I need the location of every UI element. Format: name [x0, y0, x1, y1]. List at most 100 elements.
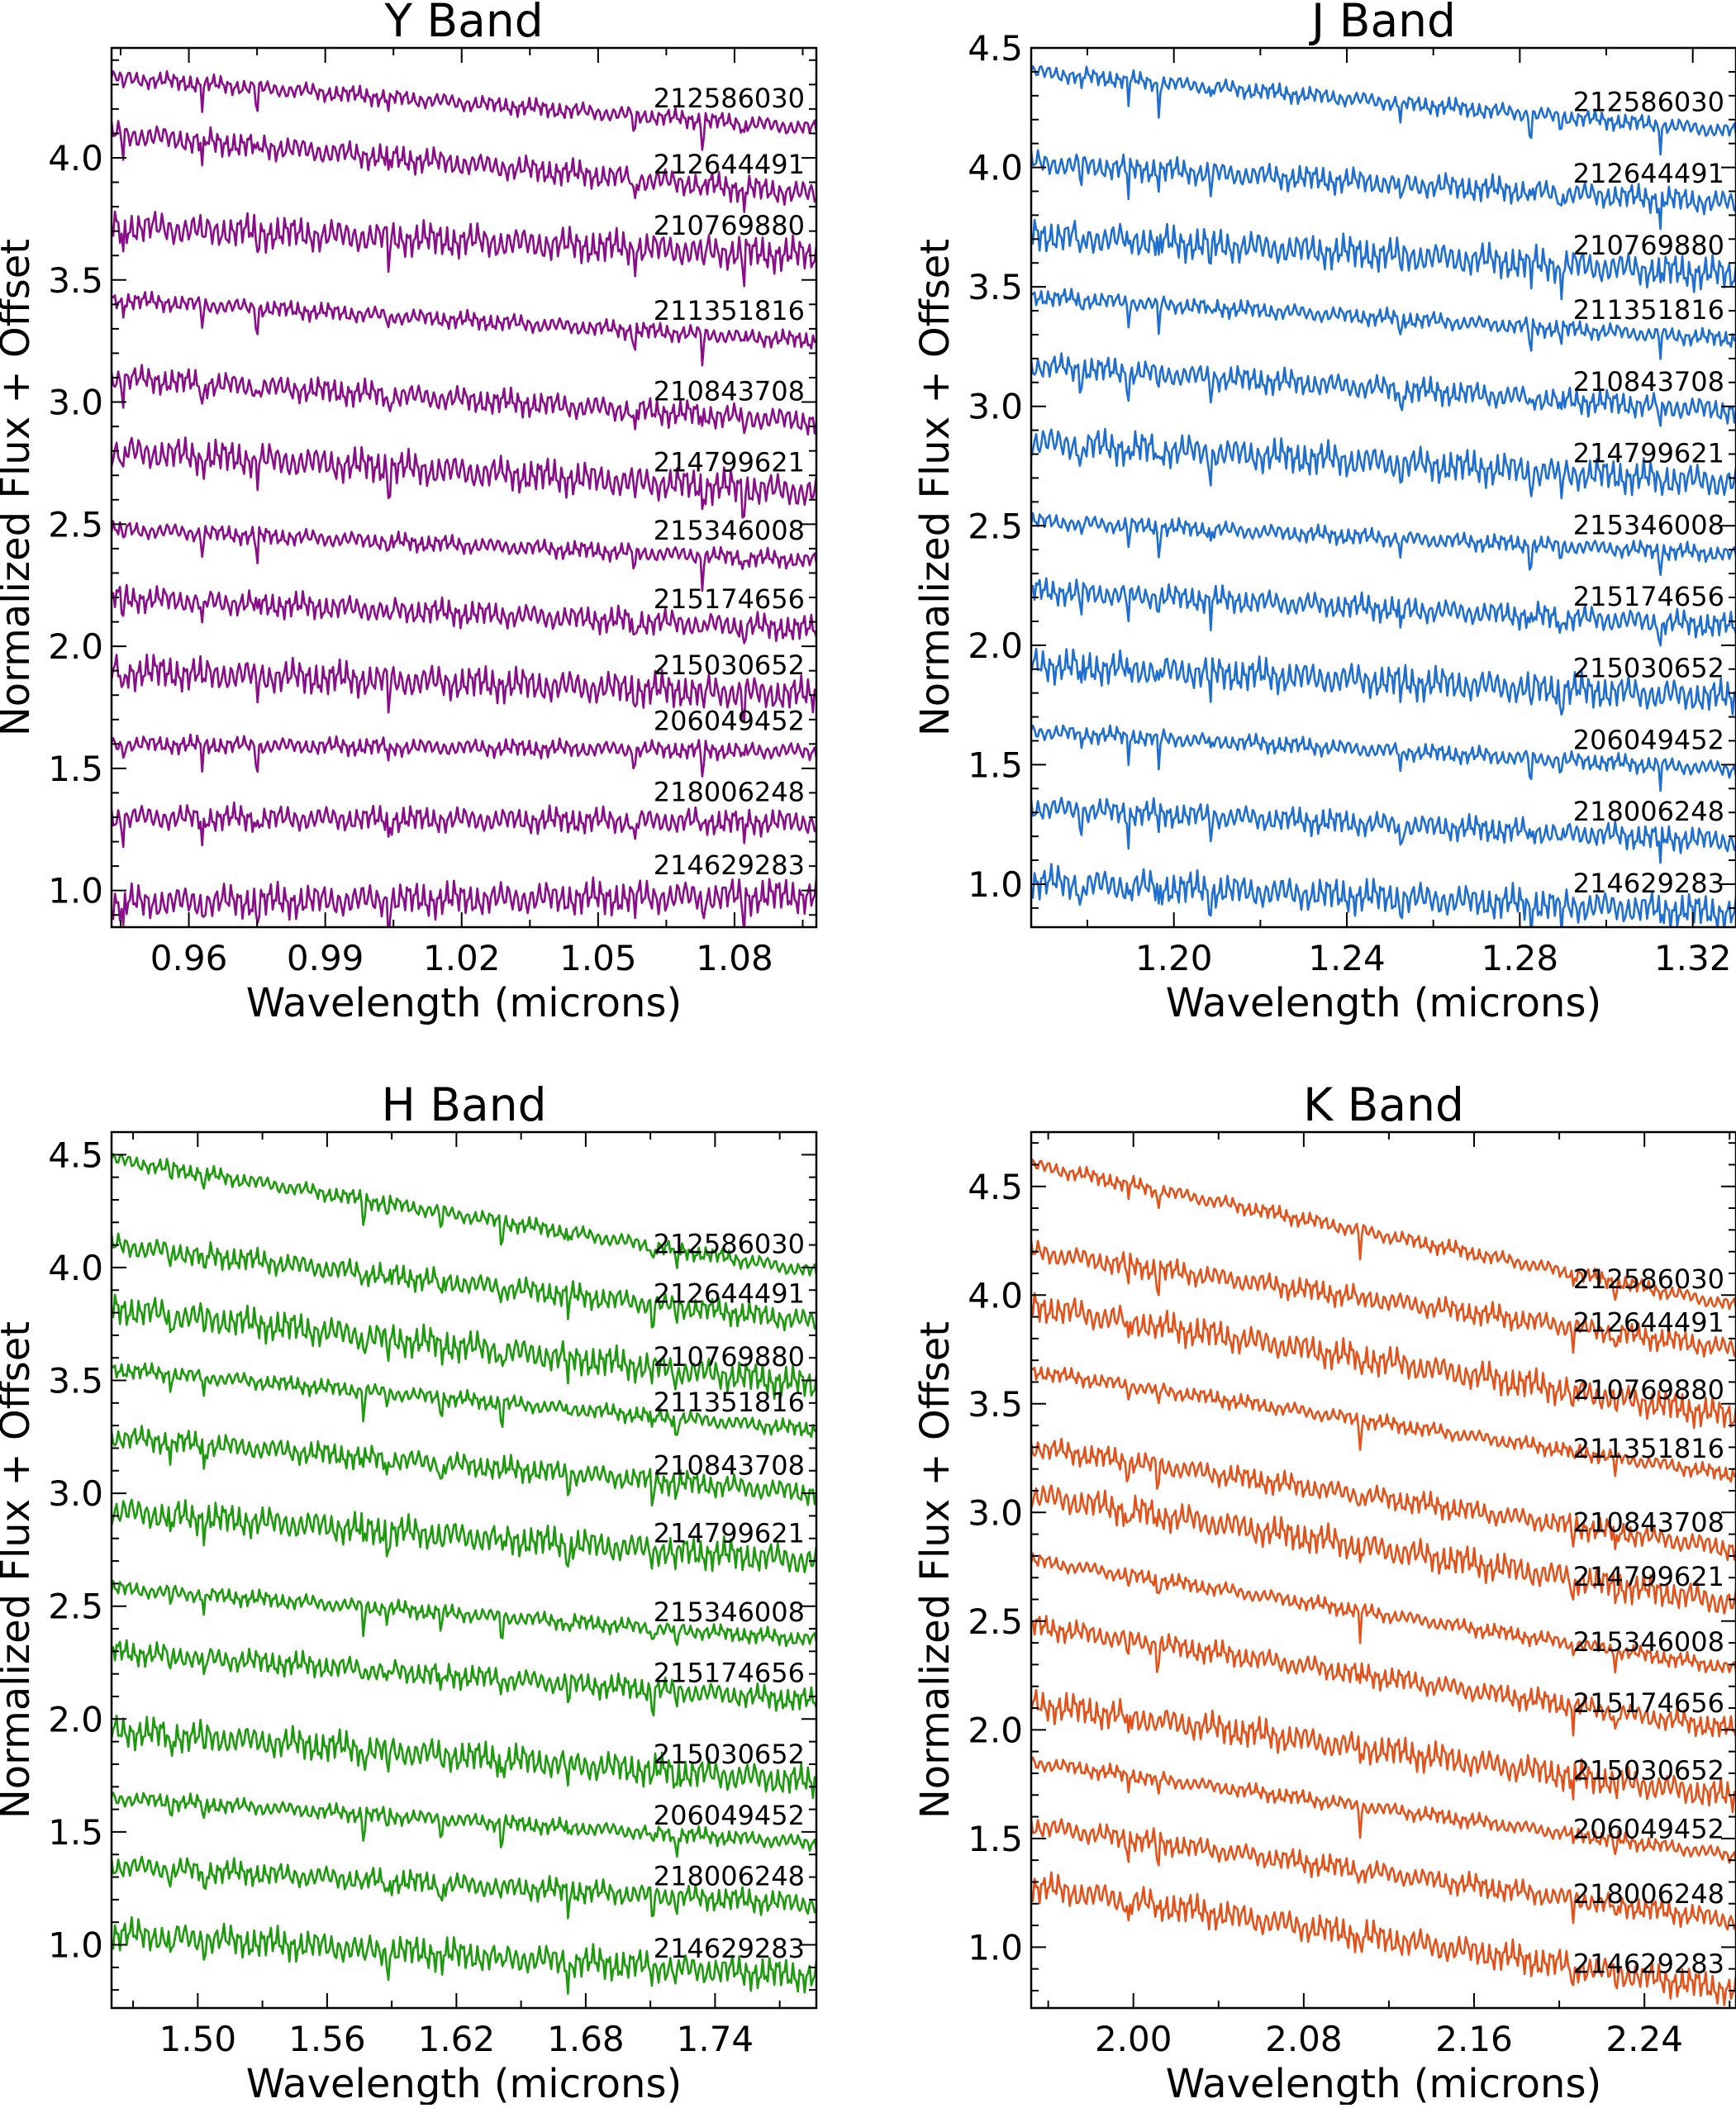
spectrum-line — [1031, 577, 1736, 647]
y-tick-label: 2.5 — [48, 504, 103, 545]
spectrum-line — [1031, 352, 1736, 427]
series-label: 206049452 — [1573, 1813, 1724, 1844]
x-tick-label: 1.32 — [1654, 938, 1732, 978]
y-tick-label: 3.0 — [968, 387, 1023, 427]
spectrum-line — [1031, 288, 1736, 360]
series-label: 211351816 — [1573, 294, 1724, 326]
spectrum-line — [1031, 427, 1736, 500]
plot-frame — [110, 46, 818, 929]
x-axis-label: Wavelength (microns) — [1166, 2061, 1601, 2105]
spectrum-line — [1031, 1552, 1736, 1674]
x-tick-label: 1.05 — [559, 938, 637, 978]
series-label: 215030652 — [1573, 1754, 1724, 1786]
x-tick-label: 0.99 — [287, 938, 364, 978]
panel-title: K Band — [1303, 1078, 1464, 1131]
spectra-group — [112, 70, 816, 927]
series-label: 212586030 — [1573, 87, 1724, 118]
y-tick-label: 4.0 — [48, 1248, 103, 1288]
spectrum-line — [1031, 1871, 1736, 2006]
series-label: 206049452 — [1573, 724, 1724, 755]
panel-1: 212586030 212644491 210769880 211351816 2108… — [912, 0, 1736, 1026]
spectrum-line — [112, 801, 816, 849]
series-label: 212644491 — [1573, 158, 1724, 189]
series-label: 214799621 — [654, 1517, 805, 1549]
y-tick-label: 4.0 — [968, 1275, 1023, 1316]
series-label: 210843708 — [654, 376, 805, 407]
spectrum-line — [112, 1915, 816, 1995]
panel-title: J Band — [1309, 0, 1456, 47]
series-label: 215030652 — [654, 1739, 805, 1770]
y-tick-label: 2.5 — [968, 1601, 1023, 1642]
panel-2: 212586030 212644491 210769880 211351816 2108… — [0, 1078, 818, 2107]
series-label: 211351816 — [654, 295, 805, 326]
y-tick-label: 4.5 — [48, 1135, 103, 1175]
spectra-group — [112, 1153, 816, 1995]
y-tick-label: 2.0 — [48, 1699, 103, 1739]
series-label: 218006248 — [654, 1861, 805, 1892]
spectrum-line — [1031, 64, 1736, 156]
y-tick-label: 2.0 — [48, 626, 103, 667]
series-label: 212644491 — [654, 1278, 805, 1310]
spectra-group — [1031, 1159, 1736, 2006]
x-tick-label: 1.02 — [423, 938, 501, 978]
series-label: 206049452 — [654, 1800, 805, 1831]
y-tick-label: 4.5 — [968, 1167, 1023, 1207]
series-label: 214799621 — [1573, 1561, 1724, 1592]
series-label: 212586030 — [654, 83, 805, 114]
y-tick-label: 1.5 — [48, 749, 103, 789]
series-label: 206049452 — [654, 706, 805, 737]
spectrum-line — [112, 70, 816, 151]
y-axis-label: Normalized Flux + Offset — [912, 239, 958, 736]
y-tick-label: 1.0 — [968, 1927, 1023, 1968]
spectrum-line — [112, 1232, 816, 1332]
plot-frame — [1030, 1130, 1736, 2010]
x-tick-label: 1.68 — [547, 2019, 625, 2059]
x-axis-label: Wavelength (microns) — [1166, 980, 1601, 1026]
y-tick-label: 3.5 — [968, 267, 1023, 307]
y-tick-label: 1.5 — [968, 1819, 1023, 1859]
spectrum-line — [112, 1639, 816, 1717]
y-tick-label: 3.0 — [968, 1492, 1023, 1533]
y-tick-label: 2.0 — [968, 1710, 1023, 1750]
series-label: 214629283 — [654, 1933, 805, 1964]
spectrum-line — [1031, 1240, 1736, 1358]
spectrum-line — [112, 653, 816, 723]
spectrum-line — [112, 1362, 816, 1439]
spectrum-line — [112, 1293, 816, 1401]
series-label: 210843708 — [1573, 1506, 1724, 1538]
spectrum-line — [1031, 1437, 1736, 1562]
y-tick-label: 3.0 — [48, 383, 103, 423]
spectrum-line — [1031, 1366, 1736, 1483]
y-axis-label: Normalized Flux + Offset — [0, 239, 39, 736]
series-label: 218006248 — [654, 776, 805, 807]
spectrum-line — [1031, 1292, 1736, 1430]
y-tick-label: 3.5 — [968, 1384, 1023, 1425]
spectrum-line — [112, 876, 816, 927]
plot-frame — [110, 1130, 818, 2010]
spectrum-line — [112, 364, 816, 435]
y-tick-label: 2.5 — [968, 506, 1023, 546]
y-tick-label: 1.5 — [968, 745, 1023, 785]
series-label: 214629283 — [1573, 1948, 1724, 1979]
series-label: 215174656 — [654, 1658, 805, 1689]
y-tick-label: 1.0 — [48, 871, 103, 911]
spectrum-line — [112, 520, 816, 592]
spectrum-line — [112, 733, 816, 778]
y-tick-label: 4.0 — [48, 138, 103, 178]
y-tick-label: 2.5 — [48, 1587, 103, 1627]
x-tick-label: 1.24 — [1308, 938, 1386, 978]
y-tick-label: 2.0 — [968, 626, 1023, 666]
series-label: 210769880 — [1573, 1374, 1724, 1406]
x-tick-label: 2.08 — [1265, 2019, 1343, 2059]
spectrum-line — [1031, 218, 1736, 301]
series-label: 212644491 — [1573, 1306, 1724, 1338]
spectrum-line — [112, 1715, 816, 1800]
series-label: 215174656 — [654, 583, 805, 615]
series-label: 218006248 — [1573, 1878, 1724, 1910]
panel-title: H Band — [381, 1078, 546, 1131]
spectrum-line — [112, 1498, 816, 1573]
spectrum-line — [112, 210, 816, 288]
y-tick-label: 1.0 — [968, 864, 1023, 905]
spectrum-line — [1031, 1484, 1736, 1615]
